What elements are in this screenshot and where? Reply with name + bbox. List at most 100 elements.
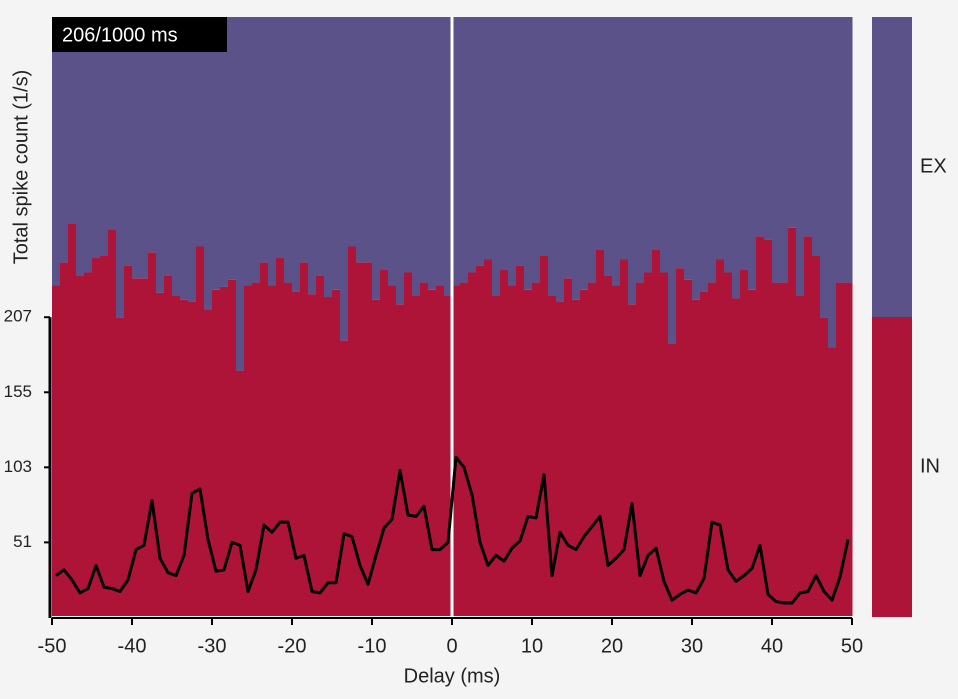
line-series: [55, 455, 850, 605]
bar-in: [732, 298, 741, 616]
bar-in: [492, 295, 501, 616]
bar-in: [228, 279, 237, 616]
bar-ex: [76, 17, 85, 276]
bar-ex: [452, 17, 461, 286]
bar-in: [316, 275, 325, 616]
bar-in: [820, 317, 829, 616]
bar-ex: [228, 17, 237, 280]
bar-ex: [708, 17, 717, 283]
bar-ex: [340, 17, 349, 341]
bar-in: [372, 299, 381, 616]
bar-in: [100, 255, 109, 617]
bar-ex: [356, 17, 365, 263]
bar-ex: [396, 17, 405, 305]
bar-ex: [540, 17, 549, 256]
bar-in: [52, 285, 61, 616]
bar-ex: [108, 17, 117, 230]
bar-ex: [796, 17, 805, 296]
bar-ex: [580, 17, 589, 290]
x-tick-label: 0: [446, 635, 457, 657]
bar-ex: [116, 17, 125, 318]
bar-in: [212, 289, 221, 616]
bar-ex: [732, 17, 741, 299]
bar-in: [340, 340, 349, 616]
bar-ex: [444, 17, 453, 296]
bar-ex: [52, 17, 61, 286]
bar-in: [420, 282, 429, 616]
bar-ex: [644, 17, 653, 273]
bar-ex: [476, 17, 485, 266]
bar-ex: [92, 17, 101, 259]
bar-in: [668, 343, 677, 616]
bar-ex: [836, 17, 845, 283]
bar-ex: [348, 17, 357, 247]
bar-in: [708, 282, 717, 616]
bar-in: [396, 304, 405, 616]
bar-ex: [788, 17, 797, 228]
bar-in: [324, 297, 333, 616]
status-text: 206/1000 ms: [62, 24, 178, 46]
x-tick-label: -50: [38, 635, 67, 657]
bar-in: [604, 275, 613, 616]
bar-ex: [204, 17, 213, 311]
bar-in: [76, 275, 85, 616]
bar-in: [404, 272, 413, 616]
bar-in: [300, 262, 309, 616]
x-tick-label: 20: [601, 635, 623, 657]
bar-in: [692, 299, 701, 616]
bar-in: [716, 259, 725, 616]
bar-in: [532, 282, 541, 616]
bar-ex: [220, 17, 229, 287]
bar-in: [92, 258, 101, 616]
bar-ex: [820, 17, 829, 318]
x-tick-label: -40: [118, 635, 147, 657]
bar-ex: [588, 17, 597, 283]
bar-in: [556, 301, 565, 616]
bar-in: [444, 295, 453, 616]
bar-in: [804, 236, 813, 617]
bar-in: [308, 294, 317, 616]
x-tick-label: 50: [841, 635, 863, 657]
bar-ex: [596, 17, 605, 250]
bar-ex: [364, 17, 373, 263]
legend-swatch: [872, 17, 912, 317]
bar-in: [236, 370, 245, 616]
bar-in: [484, 259, 493, 616]
bar-ex: [324, 17, 333, 298]
bar-ex: [132, 17, 141, 279]
bar-in: [220, 286, 229, 616]
bar-in: [60, 262, 69, 616]
bar-in: [700, 291, 709, 616]
bar-ex: [148, 17, 157, 253]
bar-ex: [812, 17, 821, 256]
x-tick-label: -10: [358, 635, 387, 657]
bar-ex: [604, 17, 613, 276]
bar-ex: [84, 17, 93, 273]
bar-ex: [516, 17, 525, 266]
bar-ex: [500, 17, 509, 270]
bar-in: [268, 285, 277, 616]
bar-ex: [164, 17, 173, 276]
x-tick-label: 30: [681, 635, 703, 657]
bar-ex: [828, 17, 837, 348]
bar-in: [548, 295, 557, 616]
bar-ex: [716, 17, 725, 260]
bar-ex: [628, 17, 637, 305]
bar-in: [788, 227, 797, 616]
bar-ex: [276, 17, 285, 259]
bar-ex: [724, 17, 733, 273]
bar-ex: [636, 17, 645, 283]
bar-ex: [780, 17, 789, 283]
bar-in: [380, 269, 389, 616]
bar-ex: [460, 17, 469, 283]
bar-ex: [484, 17, 493, 260]
bar-in: [572, 299, 581, 616]
y-tick-label: 155: [4, 382, 32, 401]
bar-ex: [572, 17, 581, 300]
bar-ex: [548, 17, 557, 296]
bar-in: [652, 249, 661, 617]
bar-ex: [292, 17, 301, 292]
bar-in: [660, 272, 669, 616]
bar-ex: [236, 17, 245, 371]
bar-ex: [388, 17, 397, 286]
